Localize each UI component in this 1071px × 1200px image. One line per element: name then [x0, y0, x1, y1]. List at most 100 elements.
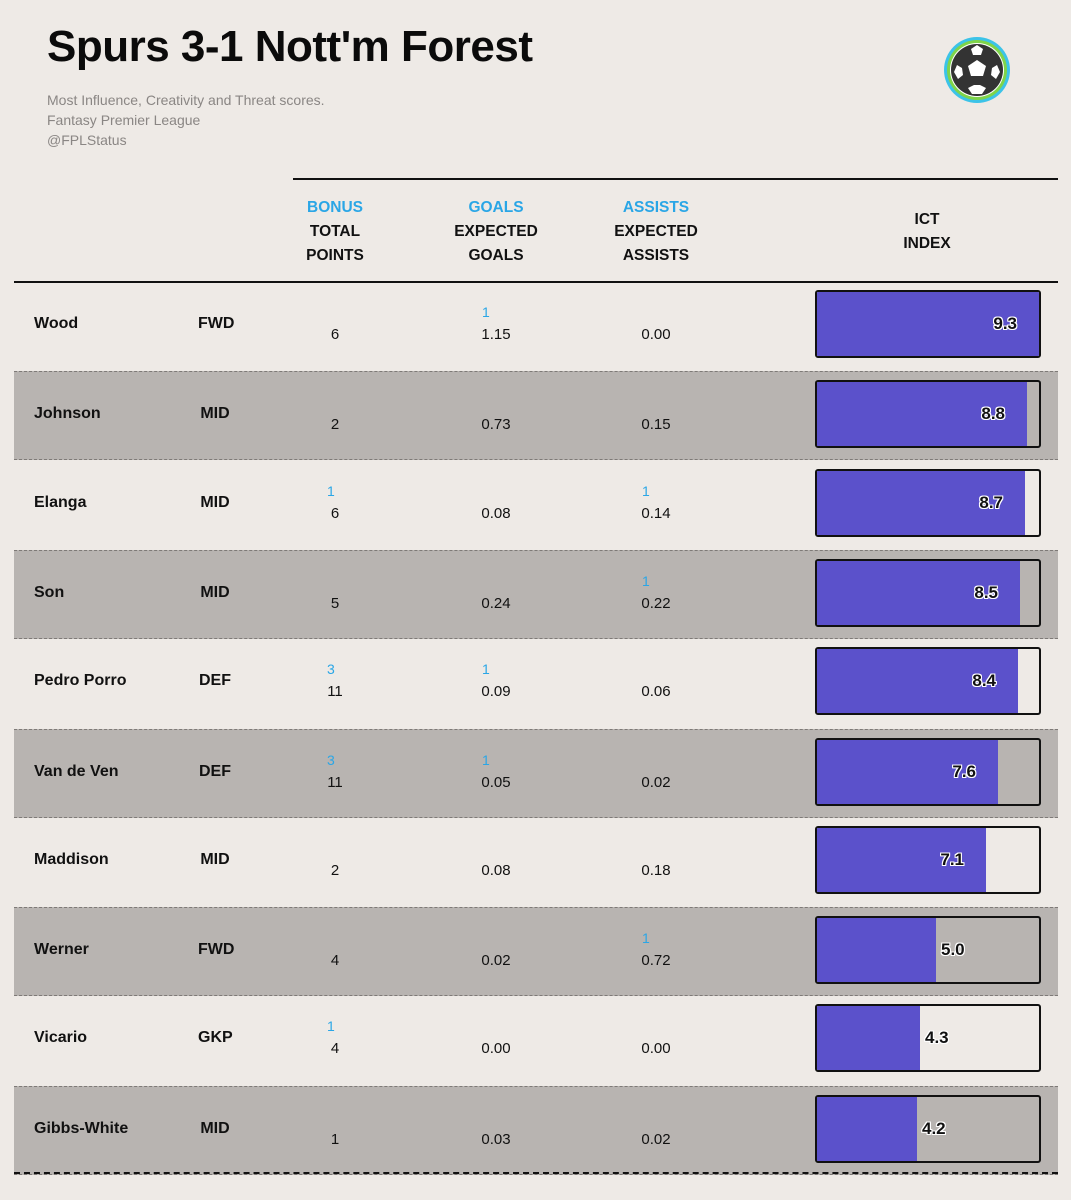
- total-points-value: 5: [330, 594, 340, 612]
- header-points-line2: POINTS: [306, 247, 364, 264]
- ict-bar-track: 7.1: [815, 825, 1041, 894]
- player-position: DEF: [199, 672, 231, 690]
- ict-bar-track: 4.2: [815, 1094, 1041, 1163]
- ict-value-label: 4.3: [925, 1028, 949, 1048]
- ict-value-label: 8.7: [979, 492, 1003, 512]
- header-bottom-rule: [14, 281, 1058, 283]
- football-icon: [944, 37, 1010, 103]
- expected-assists-value: 0.00: [641, 1040, 671, 1058]
- total-points-value: 6: [330, 504, 340, 522]
- total-points-value: 6: [330, 326, 340, 343]
- bonus-value: 1: [327, 1018, 335, 1035]
- ict-value-label: 9.3: [993, 314, 1017, 333]
- assists-value: 1: [642, 930, 650, 947]
- ict-bar-track: 8.4: [815, 647, 1041, 716]
- ict-value-label: 7.6: [952, 761, 976, 781]
- table-row: Van de Ven DEF 3 11 1 0.05 0.02 7.6: [14, 728, 1058, 818]
- header-assists-line1: EXPECTED: [614, 223, 698, 240]
- table-row: Vicario GKP 1 4 0.00 0.00 4.3: [14, 996, 1058, 1085]
- expected-goals-value: 0.03: [481, 1130, 511, 1148]
- ict-bar: [817, 470, 1025, 535]
- player-name: Werner: [34, 941, 89, 959]
- expected-goals-value: 0.73: [481, 416, 511, 434]
- bonus-value: 3: [327, 751, 335, 768]
- goals-value: 1: [482, 304, 490, 320]
- expected-assists-value: 0.18: [641, 861, 671, 879]
- total-points-value: 11: [327, 773, 343, 791]
- ict-bar: [817, 649, 1018, 714]
- ict-bar: [817, 918, 936, 983]
- expected-assists-value: 0.22: [641, 594, 671, 612]
- expected-assists-value: 0.14: [641, 504, 671, 522]
- ict-bar: [817, 1096, 917, 1161]
- ict-value-label: 4.2: [922, 1118, 946, 1138]
- header-points: BONUS TOTAL POINTS: [255, 196, 415, 268]
- table-row: Werner FWD 4 0.02 1 0.72 5.0: [14, 907, 1058, 997]
- player-position: MID: [200, 405, 230, 423]
- expected-assists-value: 0.15: [641, 416, 671, 434]
- ict-bar-track: 8.7: [815, 468, 1041, 537]
- player-name: Pedro Porro: [34, 672, 127, 690]
- total-points-value: 2: [330, 861, 340, 879]
- player-position: DEF: [199, 762, 231, 780]
- table-row: Maddison MID 2 0.08 0.18 7.1: [14, 818, 1058, 907]
- total-points-value: 11: [327, 683, 343, 701]
- ict-bar-track: 8.5: [815, 558, 1041, 627]
- ict-bar: [817, 382, 1027, 447]
- expected-assists-value: 0.02: [641, 773, 671, 791]
- player-position: FWD: [198, 315, 235, 332]
- header-ict-line2: INDEX: [903, 235, 951, 252]
- expected-goals-value: 0.02: [481, 952, 511, 970]
- page-title: Spurs 3-1 Nott'm Forest: [47, 22, 533, 71]
- ict-bar-track: 8.8: [815, 380, 1041, 449]
- total-points-value: 2: [330, 416, 340, 434]
- goals-value: 1: [482, 661, 490, 678]
- expected-goals-value: 0.05: [481, 773, 511, 791]
- total-points-value: 4: [330, 952, 340, 970]
- ict-bar: [817, 292, 1039, 356]
- table-bottom-rule: [14, 1172, 1058, 1174]
- player-name: Maddison: [34, 850, 109, 868]
- ict-value-label: 8.4: [972, 671, 996, 691]
- expected-goals-value: 0.24: [481, 594, 511, 612]
- expected-goals-value: 0.08: [481, 504, 511, 522]
- expected-goals-value: 0.00: [481, 1040, 511, 1058]
- expected-assists-value: 0.02: [641, 1130, 671, 1148]
- header-goals-top: GOALS: [468, 199, 524, 216]
- header-goals-line1: EXPECTED: [454, 223, 538, 240]
- header-top-rule: [293, 178, 1058, 180]
- header-goals: GOALS EXPECTED GOALS: [416, 196, 576, 268]
- expected-goals-value: 0.09: [481, 683, 511, 701]
- expected-assists-value: 0.72: [641, 952, 671, 970]
- bonus-value: 1: [327, 482, 335, 499]
- subtitle-description: Most Influence, Creativity and Threat sc…: [47, 92, 325, 108]
- subtitle-handle: @FPLStatus: [47, 132, 127, 148]
- ict-value-label: 8.5: [974, 582, 998, 602]
- table-row: Johnson MID 2 0.73 0.15 8.8: [14, 371, 1058, 461]
- subtitle-source: Fantasy Premier League: [47, 112, 201, 128]
- expected-assists-value: 0.00: [641, 326, 671, 343]
- table-row: Gibbs-White MID 1 0.03 0.02 4.2: [14, 1085, 1058, 1175]
- expected-assists-value: 0.06: [641, 683, 671, 701]
- player-name: Van de Ven: [34, 762, 119, 780]
- ict-bar: [817, 827, 986, 892]
- player-name: Wood: [34, 315, 79, 332]
- header-goals-line2: GOALS: [468, 247, 524, 264]
- player-position: FWD: [198, 941, 235, 959]
- header-points-line1: TOTAL: [309, 223, 361, 240]
- player-position: MID: [200, 583, 230, 601]
- ict-bar-track: 4.3: [815, 1004, 1041, 1073]
- ict-bar-track: 9.3: [815, 290, 1041, 358]
- bonus-value: 3: [327, 661, 335, 678]
- header-ict: ICT INDEX: [847, 208, 1007, 256]
- player-name: Vicario: [34, 1029, 88, 1047]
- header-assists-line2: ASSISTS: [622, 247, 690, 264]
- goals-value: 1: [482, 751, 490, 768]
- player-name: Johnson: [34, 405, 101, 423]
- ict-bar: [817, 739, 998, 804]
- ict-bar-track: 7.6: [815, 737, 1041, 806]
- player-name: Son: [34, 583, 65, 601]
- expected-goals-value: 1.15: [481, 326, 511, 343]
- player-name: Gibbs-White: [34, 1119, 129, 1137]
- ict-bar: [817, 1006, 920, 1071]
